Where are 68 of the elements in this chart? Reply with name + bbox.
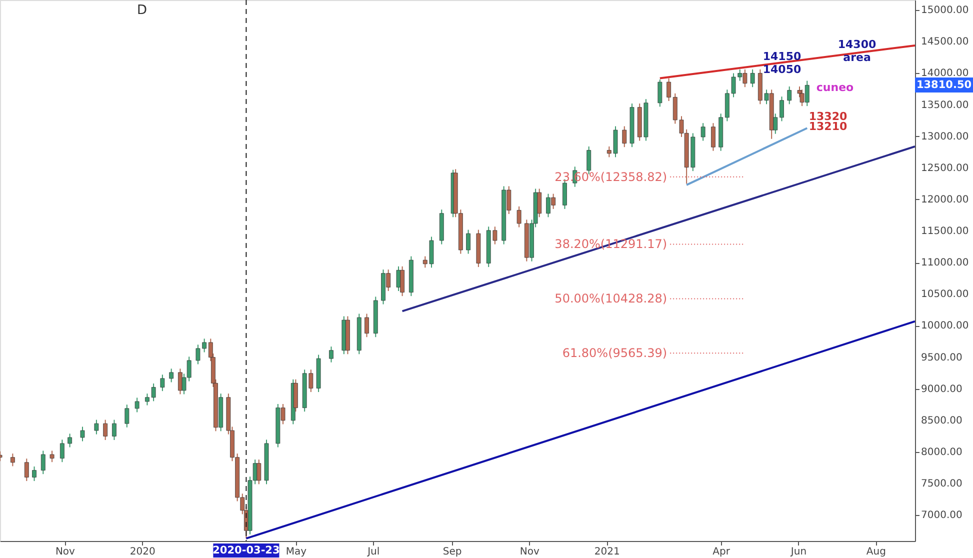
candlestick: [80, 426, 85, 442]
annotation: 14150: [762, 50, 802, 63]
annotation: D: [137, 3, 148, 18]
y-tick-label: 13000.00: [921, 131, 969, 142]
text: 13810.50: [916, 79, 972, 91]
x-tick-label: Aug: [866, 546, 886, 558]
x-tick-label: May: [286, 546, 307, 558]
candlestick: [94, 419, 99, 435]
y-tick-label: 10500.00: [921, 289, 969, 300]
x-tick-label: Nov: [520, 546, 540, 558]
y-tick-label: 7000.00: [921, 510, 962, 522]
candlestick: [134, 397, 140, 413]
candlestick: [364, 313, 369, 338]
candlestick: [124, 404, 130, 428]
annotation: 13320: [808, 110, 848, 123]
y-tick-label: 11500.00: [921, 226, 969, 238]
candlestick: [711, 122, 716, 152]
candlestick: [700, 122, 706, 142]
candlestick: [400, 266, 404, 297]
annotation: cuneo: [816, 81, 854, 94]
annotation: 14050: [762, 63, 802, 76]
y-tick-label: 9500.00: [921, 352, 962, 364]
x-tick-label: Apr: [712, 546, 731, 558]
y-tick-label: 12000.00: [921, 194, 969, 206]
candlestick: [466, 229, 470, 254]
series-label: 61.80%(9565.39): [562, 346, 668, 360]
candlestick: [256, 459, 262, 485]
candlestick: [169, 368, 174, 383]
x-tick-label: 2020: [130, 546, 156, 558]
candlestick: [787, 86, 792, 105]
candlestick: [68, 433, 72, 448]
y-tick-label: 13500.00: [921, 100, 969, 111]
candlestick: [112, 419, 116, 440]
annotation: 13210: [808, 120, 848, 133]
y-tick-label: 8000.00: [921, 446, 962, 458]
y-tick-label: 15000.00: [921, 5, 969, 16]
candlestick: [24, 458, 29, 482]
annotation: 14300 area: [838, 38, 876, 64]
y-tick-label: 14000.00: [921, 68, 969, 80]
y-tick-label: 9000.00: [921, 384, 962, 395]
y-tick-label: 7500.00: [921, 478, 962, 490]
candlestick: [50, 450, 54, 463]
candlestick: [780, 96, 784, 122]
y-tick-label: 12500.00: [921, 162, 969, 174]
x-tick-label: Jun: [790, 546, 807, 558]
candlestick: [396, 266, 401, 292]
candlestick: [10, 453, 15, 467]
x-tick-label: Jul: [366, 546, 380, 558]
series-label: 50.00%(10428.28): [554, 292, 668, 306]
candlestick: [160, 374, 165, 392]
x-tick-label: Nov: [55, 546, 76, 558]
candlestick: [32, 466, 36, 482]
candlestick: [516, 206, 522, 228]
y-tick-label: 10000.00: [921, 320, 969, 332]
candlestick: [40, 450, 46, 475]
candlestick: [60, 439, 64, 463]
x-tick-label: Sep: [442, 546, 462, 558]
y-tick-label: 14500.00: [921, 36, 969, 48]
y-tick-label: 8500.00: [921, 415, 962, 426]
candlestick: [103, 419, 108, 440]
candlestick: [622, 126, 627, 148]
candlestick: [329, 346, 334, 363]
x-tick-label: 2021: [594, 546, 620, 558]
ref-line-label: 2020-03-23: [212, 544, 280, 556]
candlestick: [658, 79, 662, 108]
candlestick: [666, 78, 671, 102]
candlestick: [750, 68, 755, 88]
y-tick-label: 11000.00: [921, 258, 969, 269]
